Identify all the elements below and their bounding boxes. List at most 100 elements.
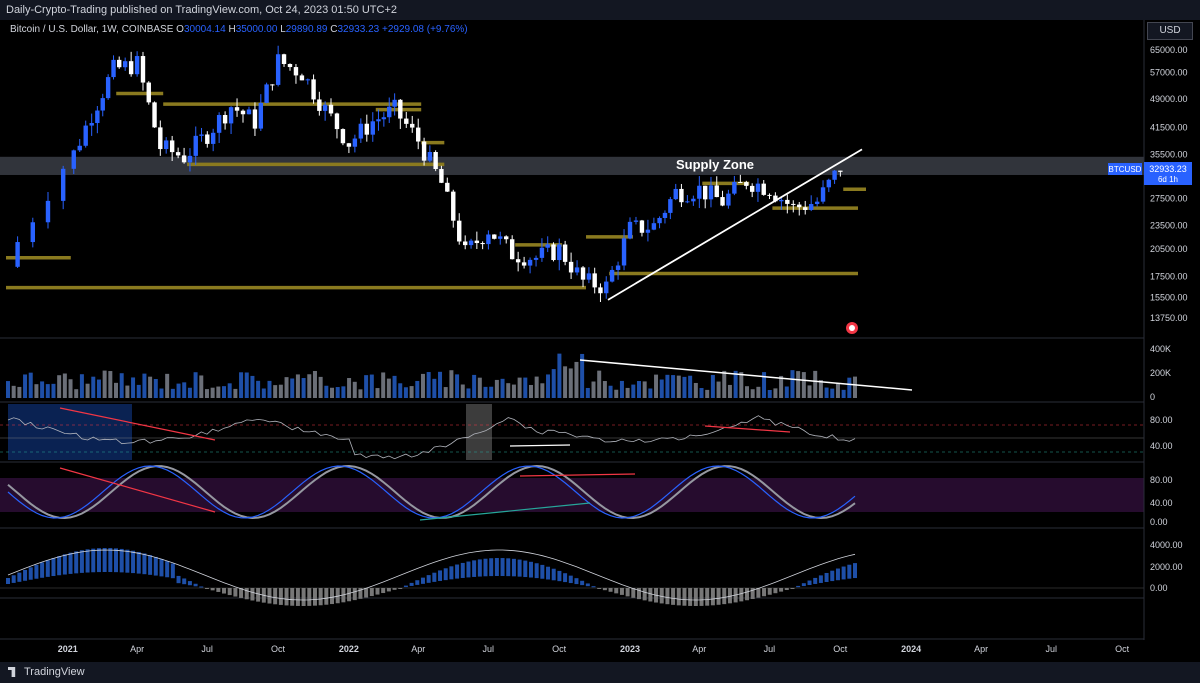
stoch-divergence	[519, 473, 636, 477]
volume-bar	[784, 386, 789, 398]
volume-bar	[114, 382, 119, 398]
macd-bar	[17, 572, 22, 582]
candle-body	[697, 185, 702, 199]
price-tick: 41500.00	[1150, 122, 1188, 132]
macd-bar	[762, 588, 767, 597]
volume-bar	[506, 383, 511, 398]
volume-bar	[472, 374, 477, 398]
macd-bar	[449, 566, 454, 580]
candle-body	[574, 267, 580, 273]
candle-body	[346, 143, 352, 147]
rsi-divergence	[59, 407, 216, 441]
volume-bar	[563, 366, 568, 398]
volume-bar	[125, 385, 130, 398]
macd-bar	[375, 588, 380, 595]
macd-bar	[500, 558, 505, 577]
volume-bar	[415, 380, 420, 398]
candle-body	[293, 67, 299, 76]
volume-bar	[619, 380, 624, 398]
volume-bar	[210, 387, 215, 398]
candle-body	[398, 99, 403, 119]
volume-bar	[654, 374, 659, 398]
volume-bar	[551, 369, 556, 398]
macd-bar	[830, 570, 835, 582]
macd-bar	[744, 588, 749, 601]
volume-bar	[273, 385, 278, 398]
macd-bar	[801, 583, 806, 587]
trendline	[607, 148, 863, 301]
macd-bar	[568, 575, 573, 584]
macd-bar	[648, 588, 653, 602]
macd-bar	[415, 580, 420, 585]
volume-bar	[591, 381, 596, 398]
macd-bar	[790, 588, 795, 589]
candle-body	[668, 199, 673, 213]
volume-bar	[318, 376, 323, 398]
volume-bar	[693, 382, 698, 398]
candle-body	[193, 135, 198, 156]
volume-bar	[466, 388, 471, 398]
macd-bar	[62, 554, 67, 575]
candle-body	[15, 242, 20, 267]
time-tick: Apr	[974, 644, 988, 654]
candle-body	[797, 204, 802, 208]
currency-button[interactable]: USD	[1147, 22, 1193, 40]
macd-bar	[290, 588, 295, 606]
candle-body	[270, 84, 275, 86]
volume-bar	[85, 383, 90, 398]
macd-bar	[318, 588, 323, 606]
volume-bar	[239, 372, 244, 398]
candle-body	[416, 127, 421, 142]
macd-bar	[665, 588, 670, 605]
candle-body	[808, 204, 814, 210]
time-tick: 2021	[58, 644, 78, 654]
volume-bar	[773, 388, 778, 398]
candle-body	[586, 273, 592, 280]
macd-bar	[420, 577, 425, 584]
volume-bar	[511, 384, 516, 398]
volume-bar	[432, 378, 437, 398]
macd-bar	[114, 548, 119, 573]
macd-bar	[756, 588, 761, 598]
publish-info: Daily-Crypto-Trading published on Tradin…	[6, 4, 398, 16]
candle-body	[639, 220, 645, 233]
macd-bar	[233, 588, 238, 597]
macd-bar	[91, 548, 96, 573]
macd-bar	[222, 588, 227, 594]
candle-body	[551, 244, 556, 261]
macd-bar	[432, 572, 437, 582]
candle-body	[826, 179, 832, 188]
macd-bar	[739, 588, 744, 602]
candle-body	[779, 199, 784, 202]
macd-bar	[68, 552, 73, 574]
candle-body	[105, 77, 111, 99]
candle-body	[134, 56, 140, 75]
candle-body	[358, 123, 364, 139]
rsi-line	[7, 415, 856, 460]
volume-bar	[358, 389, 363, 398]
macd-bar	[489, 558, 494, 577]
macd-bar	[307, 588, 312, 606]
candle-body	[545, 244, 550, 248]
volume-bar	[489, 386, 494, 398]
macd-bar	[546, 566, 551, 580]
volume-bar	[108, 371, 113, 398]
low-value: 29890.89	[285, 24, 328, 35]
volume-bar	[625, 387, 630, 398]
macd-bar	[45, 560, 50, 577]
stoch-divergence	[419, 502, 591, 521]
macd-bar	[352, 588, 357, 601]
candle-body	[598, 287, 603, 294]
macd-bar	[807, 580, 812, 586]
time-tick: Oct	[552, 644, 567, 654]
candle-body	[773, 195, 778, 202]
indicator-panes: 400K 200K 0 80.00 40.00 80.00 40.00 0.00 4000.00…	[0, 337, 1183, 606]
candle-body	[258, 102, 264, 129]
volume-bar	[250, 375, 255, 398]
volume-bar	[455, 374, 460, 398]
macd-bar	[369, 588, 374, 597]
volume-bar	[540, 383, 545, 398]
candle-body	[527, 259, 533, 266]
time-tick: Apr	[411, 644, 425, 654]
